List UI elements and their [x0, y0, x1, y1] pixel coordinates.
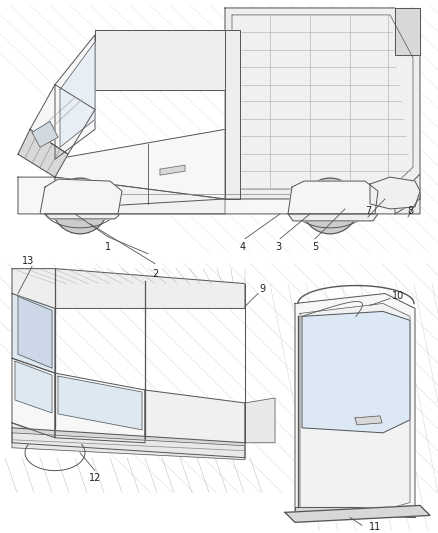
Text: 13: 13 — [22, 256, 34, 265]
Text: 7: 7 — [364, 206, 370, 216]
Polygon shape — [294, 294, 414, 518]
Polygon shape — [159, 165, 184, 175]
Polygon shape — [394, 8, 419, 55]
Polygon shape — [55, 130, 225, 209]
Polygon shape — [145, 390, 244, 443]
Polygon shape — [354, 416, 381, 425]
Polygon shape — [55, 35, 95, 159]
Polygon shape — [12, 294, 55, 373]
Text: 3: 3 — [274, 242, 280, 252]
Polygon shape — [12, 423, 244, 453]
Polygon shape — [55, 177, 225, 214]
Text: 11: 11 — [368, 522, 380, 532]
Polygon shape — [18, 296, 52, 368]
Polygon shape — [12, 428, 244, 458]
Polygon shape — [287, 181, 377, 214]
Polygon shape — [225, 8, 419, 199]
Polygon shape — [231, 15, 412, 189]
Polygon shape — [12, 433, 244, 459]
Text: 10: 10 — [391, 290, 403, 301]
Polygon shape — [225, 30, 240, 199]
Text: 5: 5 — [311, 242, 318, 252]
Polygon shape — [40, 179, 122, 214]
Text: 9: 9 — [258, 284, 265, 294]
Polygon shape — [299, 303, 409, 511]
Polygon shape — [45, 214, 120, 219]
Text: 12: 12 — [88, 473, 101, 482]
Text: 4: 4 — [240, 242, 246, 252]
Polygon shape — [18, 130, 68, 177]
Polygon shape — [58, 376, 141, 430]
Polygon shape — [287, 214, 377, 221]
Text: 2: 2 — [152, 269, 158, 279]
Polygon shape — [32, 122, 58, 147]
Polygon shape — [244, 398, 274, 443]
Polygon shape — [369, 177, 419, 209]
Polygon shape — [18, 177, 419, 214]
Polygon shape — [60, 42, 95, 147]
Polygon shape — [294, 507, 414, 518]
Text: 8: 8 — [406, 206, 412, 216]
Polygon shape — [301, 311, 409, 433]
Circle shape — [301, 178, 357, 234]
Polygon shape — [394, 174, 419, 214]
Polygon shape — [12, 269, 244, 309]
Polygon shape — [12, 358, 55, 438]
Polygon shape — [95, 30, 225, 90]
Text: 1: 1 — [105, 242, 111, 252]
Polygon shape — [15, 361, 52, 413]
Polygon shape — [55, 373, 145, 443]
Polygon shape — [284, 505, 429, 522]
Circle shape — [52, 178, 108, 234]
Polygon shape — [30, 85, 95, 154]
